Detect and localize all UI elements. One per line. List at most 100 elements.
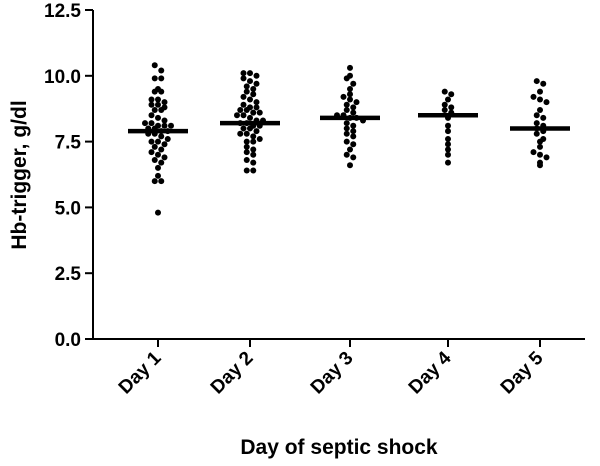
data-point <box>158 75 165 82</box>
data-point <box>155 172 161 179</box>
data-point <box>253 72 260 79</box>
data-point <box>445 159 451 166</box>
data-point <box>250 167 257 174</box>
y-tick-label: 2.5 <box>55 264 82 285</box>
data-point <box>256 109 263 116</box>
data-point <box>253 99 260 106</box>
data-point <box>530 93 537 100</box>
data-point <box>151 75 158 82</box>
data-point <box>343 138 350 145</box>
data-point <box>148 120 155 127</box>
data-point <box>247 96 253 103</box>
y-tick-label: 12.5 <box>44 1 81 22</box>
data-point <box>240 75 247 82</box>
data-point <box>347 162 353 169</box>
data-point <box>533 120 540 127</box>
data-point <box>441 88 448 95</box>
y-tick-label: 7.5 <box>55 133 82 154</box>
data-point <box>250 109 257 116</box>
data-point <box>350 109 357 116</box>
data-point <box>247 78 253 85</box>
data-point <box>537 151 543 158</box>
data-point <box>155 96 161 103</box>
median-lines <box>128 113 570 134</box>
data-point <box>350 122 357 129</box>
data-point <box>155 151 161 158</box>
data-point <box>537 143 543 150</box>
data-point <box>250 151 257 158</box>
data-point <box>350 104 357 111</box>
data-point <box>243 88 250 95</box>
data-point <box>343 101 350 108</box>
data-point <box>353 99 360 106</box>
data-point <box>448 104 455 111</box>
data-point <box>250 85 257 92</box>
data-point <box>530 149 537 156</box>
axes <box>92 10 585 340</box>
data-point <box>250 159 257 166</box>
x-tick-label: Day 2 <box>207 348 258 399</box>
data-point <box>164 135 171 142</box>
data-point <box>148 112 155 119</box>
data-point <box>347 85 353 92</box>
data-point <box>441 101 448 108</box>
data-point <box>533 130 540 137</box>
data-point <box>537 138 543 145</box>
data-point <box>347 64 353 71</box>
data-point <box>343 151 350 158</box>
data-point <box>234 112 240 119</box>
data-point <box>343 120 350 127</box>
data-point <box>151 62 158 69</box>
data-point <box>250 146 257 153</box>
data-point <box>148 138 155 145</box>
data-points <box>142 62 550 216</box>
data-point <box>168 122 174 129</box>
data-point <box>347 96 353 103</box>
data-point <box>343 75 350 82</box>
data-point <box>158 146 165 153</box>
data-point <box>247 70 253 77</box>
data-point <box>350 133 357 140</box>
data-point <box>158 159 165 166</box>
data-point <box>158 107 165 114</box>
data-point <box>350 128 357 135</box>
data-point <box>533 112 540 119</box>
data-point <box>151 88 158 95</box>
data-point <box>240 93 247 100</box>
data-point <box>155 138 161 145</box>
data-point <box>155 209 161 216</box>
x-tick-label: Day 5 <box>497 347 548 398</box>
data-point <box>253 80 260 87</box>
data-point <box>151 107 158 114</box>
data-point <box>155 114 161 121</box>
y-tick-label: 5.0 <box>55 198 81 219</box>
data-point <box>543 154 550 161</box>
data-point <box>350 141 357 148</box>
data-point <box>155 101 161 108</box>
data-point <box>445 151 451 158</box>
data-point <box>445 141 451 148</box>
data-point <box>155 164 161 171</box>
data-point <box>240 101 247 108</box>
data-point <box>253 104 260 111</box>
data-point <box>533 78 540 85</box>
y-tick-label: 0.0 <box>55 330 81 351</box>
data-point <box>243 107 250 114</box>
y-tick-label: 10.0 <box>44 67 81 88</box>
x-tick-label: Day 3 <box>307 348 358 399</box>
data-point <box>148 101 155 108</box>
data-point <box>540 114 547 121</box>
data-point <box>448 91 455 98</box>
data-point <box>243 138 250 145</box>
x-tick-label: Day 1 <box>115 347 166 398</box>
data-point <box>537 96 543 103</box>
data-point <box>543 99 550 106</box>
data-point <box>243 167 250 174</box>
x-tick-label: Day 4 <box>405 347 456 398</box>
data-point <box>253 128 260 135</box>
data-point <box>247 125 253 132</box>
data-point <box>256 135 263 142</box>
data-point <box>148 149 155 156</box>
data-point <box>445 128 451 135</box>
data-point <box>537 88 543 95</box>
